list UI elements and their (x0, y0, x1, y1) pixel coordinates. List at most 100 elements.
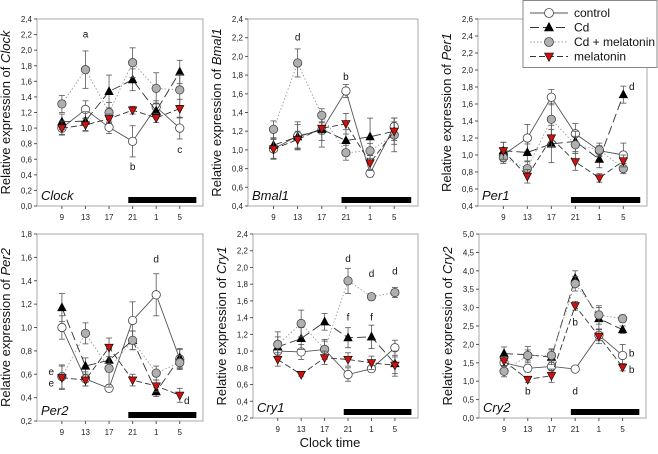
legend-marker (544, 52, 554, 63)
data-point (389, 127, 399, 137)
dark-phase-bar (570, 409, 640, 415)
y-tick-label: 2,0 (463, 340, 475, 349)
x-tick-label: 1 (154, 213, 159, 222)
y-axis-label-gene: Cry2 (440, 246, 455, 274)
data-point (273, 339, 283, 349)
y-tick-label: 0,5 (463, 396, 475, 405)
y-tick-label: 2,4 (237, 230, 249, 239)
y-axis-label-prefix: Relative expression of (439, 60, 454, 192)
significance-letter: d (184, 396, 190, 407)
data-point (104, 122, 114, 132)
y-tick-label: 1,4 (237, 314, 249, 323)
series-cd (498, 85, 629, 169)
data-point (390, 287, 400, 298)
series-cd-melatonin (273, 267, 400, 360)
y-tick-label: 0,4 (21, 394, 33, 403)
series-cd (268, 117, 399, 159)
x-tick-label: 5 (393, 425, 398, 434)
x-tick-label: 13 (81, 428, 90, 437)
x-tick-label: 1 (597, 213, 602, 222)
series-cd-melatonin (499, 275, 628, 378)
data-point (268, 124, 279, 134)
x-tick-label: 1 (368, 213, 373, 222)
panel-cry2: 0,0 0,5 1,0 1,5 2,0 2,5 3,0 3,5 4,0 4,5 5,0 9 13 17 21… (440, 230, 647, 434)
data-point (175, 123, 185, 133)
data-point (317, 124, 327, 134)
y-tick-label: 1,2 (232, 127, 244, 136)
significance-letter: d (153, 255, 159, 266)
y-tick-label: 1,4 (21, 93, 33, 102)
dark-phase-bar (128, 412, 197, 418)
significance-letter: c (177, 145, 182, 156)
data-point (522, 133, 532, 143)
y-tick-label: 0,4 (21, 171, 33, 180)
y-tick-label: 4,0 (463, 267, 475, 276)
x-tick-label: 9 (501, 213, 506, 222)
series-control (499, 329, 628, 374)
data-point (546, 372, 557, 382)
x-tick-label: 21 (128, 428, 137, 437)
significance-letter: a (83, 30, 89, 41)
panel-gene-label: Cry1 (257, 400, 284, 415)
panel-gene-label: Clock (41, 188, 75, 203)
data-point (594, 174, 605, 184)
y-tick-label: 2,0 (232, 52, 244, 61)
significance-letter: d (369, 269, 375, 280)
panel-clock: 0,0 0,2 0,4 0,6 0,8 1,0 1,2 1,4 1,6 1,8 2,0 2,2 2,4 9… (0, 15, 204, 222)
data-point (80, 121, 91, 131)
x-tick-label: 17 (547, 425, 556, 434)
x-tick-label: 9 (271, 213, 276, 222)
y-axis-label-prefix: Relative expression of (209, 65, 224, 197)
y-tick-label: 2,2 (237, 247, 249, 256)
series-cd (499, 270, 628, 366)
panel-cry1: 0,2 0,4 0,6 0,8 1,0 1,2 1,4 1,6 1,8 2,0 2,2 2,4 9 13 1… (214, 230, 419, 434)
y-tick-label: 1,0 (21, 124, 33, 133)
data-point (341, 148, 351, 158)
y-tick-label: 0,8 (462, 168, 474, 177)
panel-per1: 0,4 0,6 0,8 1,0 1,2 1,4 1,6 1,8 2,0 2,2 2,4 2,6 9 13 1… (439, 15, 648, 222)
data-point (57, 99, 67, 109)
data-point (293, 58, 303, 68)
series-melatonin (273, 350, 400, 380)
y-tick-label: 0,6 (237, 381, 249, 390)
series-line (61, 346, 180, 396)
panel-gene-label: Bmal1 (252, 188, 289, 203)
data-point (594, 145, 604, 155)
y-tick-label: 0,8 (237, 364, 249, 373)
series-line (61, 106, 181, 142)
legend-label: control (574, 6, 610, 20)
y-axis-label-prefix: Relative expression of (0, 63, 13, 195)
y-tick-label: 2,4 (232, 15, 244, 24)
x-tick-label: 17 (105, 428, 114, 437)
dark-phase-bar (341, 197, 412, 203)
series-cd (57, 59, 185, 131)
y-tick-label: 1,6 (462, 100, 474, 109)
series-melatonin (57, 337, 185, 403)
data-point (175, 85, 185, 95)
y-axis-label-gene: Per2 (0, 247, 13, 275)
plot-frame (252, 233, 419, 419)
x-tick-label: 9 (60, 428, 65, 437)
y-tick-label: 1,4 (462, 117, 474, 126)
data-point (365, 131, 375, 141)
series-cd-melatonin (57, 322, 185, 389)
data-point (523, 375, 533, 385)
dark-phase-bar (570, 197, 641, 203)
data-point (127, 376, 138, 386)
data-point (273, 355, 283, 365)
data-point (175, 357, 185, 368)
data-point (570, 364, 580, 374)
data-point (128, 335, 138, 345)
x-tick-label: 17 (105, 213, 114, 222)
y-axis-label: Relative expression of Bmal1 (209, 28, 224, 196)
series-control (268, 84, 399, 178)
data-point (570, 279, 580, 289)
data-point (594, 332, 604, 342)
data-point (343, 276, 353, 286)
data-point (80, 328, 91, 338)
series-cd (273, 313, 400, 377)
series-line (61, 332, 180, 377)
data-point (128, 136, 138, 146)
y-tick-label: 2,0 (462, 66, 474, 75)
y-tick-label: 0,8 (21, 347, 33, 356)
